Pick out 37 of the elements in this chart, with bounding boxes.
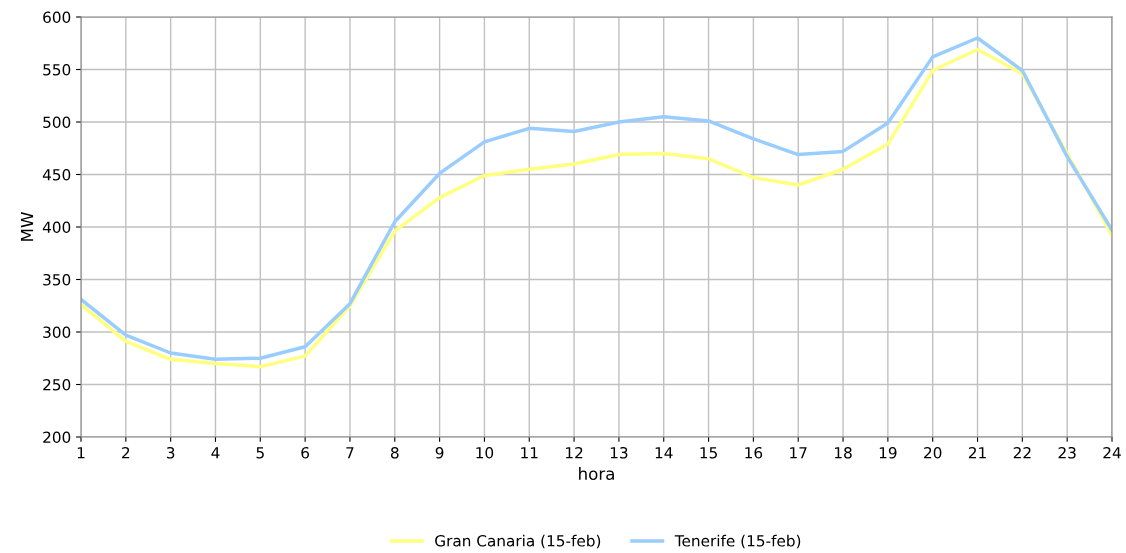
x-tick-label: 18 — [835, 446, 852, 459]
x-tick-label: 16 — [745, 446, 763, 459]
x-tick-label: 23 — [1058, 446, 1076, 459]
y-tick-label: 300 — [43, 326, 71, 339]
x-tick-label: 11 — [521, 447, 538, 459]
x-tick-label: 19 — [879, 446, 897, 459]
x-tick-label: 9 — [435, 446, 444, 459]
x-tick-label: 8 — [390, 446, 399, 459]
x-tick-label: 7 — [346, 447, 354, 459]
x-tick-label: 2 — [122, 446, 130, 459]
x-tick-label: 1 — [77, 447, 85, 459]
x-tick-label: 17 — [790, 447, 807, 459]
x-tick-label: 12 — [566, 446, 583, 459]
x-tick-label: 22 — [1013, 446, 1031, 459]
y-tick-label: 250 — [43, 378, 71, 391]
y-axis-title: MW — [20, 212, 34, 241]
y-tick-label: 550 — [43, 63, 71, 76]
y-tick-label: 400 — [42, 221, 71, 234]
x-tick-label: 13 — [610, 446, 628, 459]
x-tick-label: 20 — [924, 446, 942, 459]
y-tick-label: 200 — [43, 431, 71, 444]
x-tick-label: 6 — [301, 446, 310, 459]
x-tick-label: 15 — [700, 447, 717, 459]
x-tick-label: 21 — [968, 446, 986, 459]
y-tick-label: 600 — [43, 11, 71, 24]
y-tick-label: 350 — [43, 273, 71, 286]
x-tick-label: 10 — [476, 446, 494, 459]
x-tick-label: 3 — [166, 446, 175, 459]
x-tick-label: 5 — [256, 447, 264, 459]
x-tick-label: 24 — [1103, 446, 1121, 459]
legend-label: Gran Canaria (15-feb) — [435, 534, 601, 549]
x-axis-title: hora — [579, 467, 614, 480]
legend-label: Tenerife (15-feb) — [674, 534, 801, 549]
x-tick-label: 4 — [211, 447, 220, 459]
y-tick-label: 500 — [43, 116, 71, 129]
x-tick-label: 14 — [655, 447, 673, 459]
y-tick-label: 450 — [42, 168, 71, 181]
